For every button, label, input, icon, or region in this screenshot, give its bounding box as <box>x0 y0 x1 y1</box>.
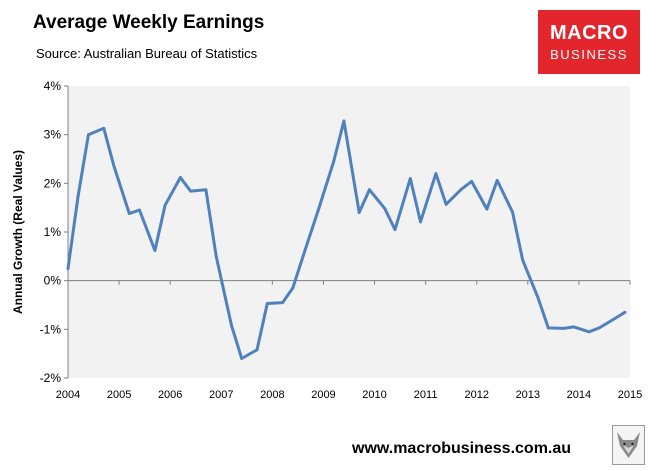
data-point <box>306 239 310 243</box>
logo-line-business: BUSINESS <box>550 47 628 62</box>
y-axis-title: Annual Growth (Real Values) <box>11 150 25 314</box>
data-point <box>419 220 422 224</box>
x-tick-label: 2015 <box>618 389 642 401</box>
data-point <box>265 302 269 305</box>
x-tick-label: 2011 <box>414 389 438 401</box>
y-tick-label: 2% <box>44 176 62 190</box>
data-point <box>66 267 70 270</box>
data-point <box>511 210 514 214</box>
data-point <box>562 327 565 330</box>
plot-area <box>68 86 630 378</box>
x-tick-label: 2012 <box>464 389 488 401</box>
data-point <box>408 177 412 180</box>
data-point <box>214 254 218 258</box>
x-tick-label: 2008 <box>260 389 284 401</box>
data-point <box>240 357 244 360</box>
y-tick-label: 3% <box>44 128 62 142</box>
data-point <box>485 207 489 211</box>
data-point <box>357 211 361 214</box>
data-point <box>127 212 131 215</box>
fox-icon <box>612 425 645 465</box>
data-point <box>521 258 525 262</box>
data-point <box>291 286 295 290</box>
data-point <box>470 180 473 183</box>
data-point <box>87 133 90 137</box>
data-point <box>76 194 80 197</box>
chart-title: Average Weekly Earnings <box>33 12 265 33</box>
data-point <box>138 208 141 212</box>
series-marks <box>66 119 627 360</box>
data-point <box>342 119 346 123</box>
data-point <box>204 188 208 192</box>
data-point <box>536 296 540 300</box>
macrobusiness-logo: MACRO BUSINESS <box>538 10 640 74</box>
data-point <box>230 324 233 327</box>
data-point <box>393 228 397 232</box>
y-tick-label: 0% <box>44 274 62 288</box>
data-point <box>460 187 463 191</box>
data-point <box>546 326 550 330</box>
data-point <box>383 207 387 211</box>
data-point <box>613 317 617 320</box>
axes: -2% -1% 0% 1% 2% 3% 4% 2004 2005 2006 2007 2008 2009… <box>11 79 642 401</box>
y-tick-label: 1% <box>44 225 62 239</box>
logo-line-macro: MACRO <box>549 22 629 44</box>
data-point <box>332 160 336 163</box>
data-point <box>163 203 167 207</box>
x-tick-label: 2005 <box>107 389 131 401</box>
footer-url[interactable]: www.macrobusiness.com.au <box>352 440 572 457</box>
data-point <box>153 249 157 252</box>
data-point <box>112 164 116 168</box>
y-tick-label: 4% <box>44 79 62 93</box>
data-point <box>444 202 448 206</box>
data-point <box>368 188 371 192</box>
data-point <box>597 326 601 330</box>
y-tick-label: -1% <box>40 322 62 336</box>
data-point <box>495 179 499 182</box>
data-point <box>189 189 193 193</box>
data-point <box>102 126 106 130</box>
data-point <box>255 348 259 352</box>
x-tick-label: 2007 <box>209 389 233 401</box>
y-tick-label: -2% <box>40 371 62 385</box>
data-point <box>281 301 284 304</box>
x-tick-label: 2010 <box>362 389 386 401</box>
chart-subtitle: Source: Australian Bureau of Statistics <box>36 46 258 61</box>
data-point <box>623 310 627 314</box>
data-point <box>179 176 182 179</box>
x-tick-label: 2014 <box>567 389 591 401</box>
data-point <box>316 208 320 212</box>
x-tick-label: 2006 <box>158 389 182 401</box>
data-point <box>572 325 576 329</box>
x-tick-label: 2009 <box>311 389 335 401</box>
x-tick-label: 2013 <box>516 389 540 401</box>
data-point <box>587 330 591 334</box>
x-tick-label: 2004 <box>56 389 80 401</box>
data-point <box>434 172 438 176</box>
